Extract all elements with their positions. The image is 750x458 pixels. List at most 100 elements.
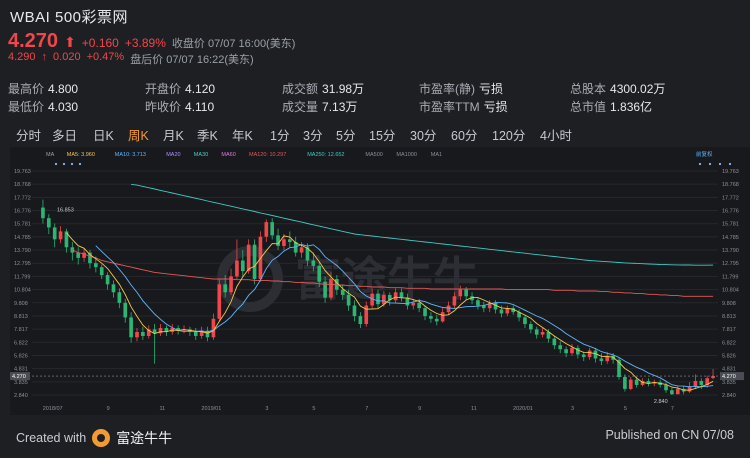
candle-body: [94, 263, 98, 268]
tab-120min[interactable]: 120分: [492, 129, 526, 143]
tab-30min[interactable]: 30分: [410, 129, 437, 143]
legend-item: MA1: [431, 152, 442, 158]
tab-weekly-k[interactable]: 周K: [128, 129, 149, 143]
candle-body: [158, 328, 163, 334]
ma250-line: [131, 183, 714, 266]
y-tick-left: 6.822: [14, 340, 28, 346]
candle-body: [505, 308, 510, 314]
event-marker: [698, 162, 702, 166]
y-tick-right: 7.817: [722, 327, 736, 333]
stat-amount: 成交额 31.98万: [282, 82, 365, 96]
candle-body: [446, 305, 451, 313]
legend-item: MA120: 10.297: [249, 152, 286, 158]
candle-body: [264, 222, 269, 237]
x-tick-label: 2020/01: [513, 406, 533, 412]
y-tick-left: 9.808: [14, 301, 28, 307]
kline-svg[interactable]: 19.763 19.763 18.768 18.768 17.772 17.772 16.7…: [10, 147, 750, 415]
stat-open: 开盘价 4.120: [145, 82, 216, 96]
candle-body: [46, 218, 51, 228]
y-tick-left: 16.776: [14, 209, 31, 215]
tab-5min[interactable]: 5分: [336, 129, 356, 143]
current-price-label-right: 4.270: [722, 374, 736, 380]
y-tick-left: 4.831: [14, 367, 28, 373]
candle-body: [105, 275, 110, 285]
y-tick-left: 14.785: [14, 235, 31, 241]
candle-body: [352, 305, 357, 317]
event-marker: [54, 162, 58, 166]
event-marker: [62, 162, 66, 166]
y-tick-right: 15.781: [722, 222, 739, 228]
candle-body: [229, 276, 233, 293]
candle-body: [699, 380, 704, 385]
y-tick-right: 9.808: [722, 301, 736, 307]
tab-monthly-k[interactable]: 月K: [163, 129, 184, 143]
candle-body: [417, 302, 421, 309]
y-tick-right: 17.772: [722, 195, 739, 201]
candle-body: [687, 386, 692, 392]
y-tick-left: 13.790: [14, 248, 31, 254]
legend-item: MA: [46, 152, 55, 158]
candle-body: [411, 302, 416, 306]
candle-body: [252, 244, 257, 280]
tab-1min[interactable]: 1分: [270, 129, 290, 143]
candle-body: [246, 244, 251, 272]
candle-body: [282, 239, 286, 246]
legend-item: MA20: [166, 152, 180, 158]
tab-quarterly-k[interactable]: 季K: [197, 129, 218, 143]
price-row: 4.270 ⬆ +0.160 +3.89% 收盘价 07/07 16:00(美东…: [8, 30, 295, 53]
tab-yearly-k[interactable]: 年K: [232, 129, 253, 143]
low-annotation: 2.840: [654, 399, 668, 405]
y-tick-right: 2.840: [722, 393, 736, 399]
tab-60min[interactable]: 60分: [451, 129, 478, 143]
candle-body: [399, 292, 404, 298]
candle-body: [146, 329, 151, 336]
candle-body: [276, 235, 280, 246]
candle-body: [540, 331, 545, 335]
last-price: 4.270: [8, 30, 59, 52]
candle-body: [511, 308, 516, 313]
candle-body: [611, 355, 615, 360]
y-tick-right: 13.790: [722, 248, 739, 254]
tab-3min[interactable]: 3分: [303, 129, 323, 143]
candle-body: [305, 247, 310, 261]
y-tick-left: 3.835: [14, 380, 28, 386]
candle-body: [605, 355, 610, 362]
after-up-arrow-icon: ↑: [41, 51, 48, 63]
tab-4hour[interactable]: 4小时: [540, 129, 572, 143]
y-tick-left: 17.772: [14, 195, 31, 201]
candle-body: [593, 350, 598, 359]
candle-body: [58, 231, 63, 240]
candle-body: [499, 309, 504, 314]
y-tick-left: 12.795: [14, 261, 31, 267]
footer-created: Created with 富途牛牛: [16, 428, 172, 448]
candle-body: [423, 308, 427, 317]
candle-body: [88, 252, 92, 264]
candle-body: [270, 222, 275, 236]
candle-body: [711, 376, 715, 379]
candle-body: [476, 300, 480, 306]
tab-intraday[interactable]: 分时: [16, 129, 42, 143]
event-marker: [70, 162, 74, 166]
candle-body: [382, 294, 386, 305]
candle-body: [529, 324, 533, 330]
tab-15min[interactable]: 15分: [369, 129, 396, 143]
x-tick-label: 9: [418, 406, 421, 412]
brand-name: 富途牛牛: [116, 430, 173, 446]
candle-body: [311, 260, 316, 266]
after-hours-row: 4.290 ↑ 0.020 +0.47% 盘后价 07/07 16:22(美东): [8, 51, 254, 67]
candle-body: [623, 376, 627, 389]
legend-item: MA60: [221, 152, 235, 158]
candle-body: [570, 347, 574, 354]
candle-body: [240, 260, 245, 272]
kline-chart[interactable]: 19.763 19.763 18.768 18.768 17.772 17.772 16.7…: [10, 147, 750, 415]
tab-daily-k[interactable]: 日K: [93, 129, 114, 143]
tab-multi-day[interactable]: 多日: [52, 129, 78, 143]
legend-item: MA5: 3.960: [67, 152, 95, 158]
futu-logo-icon: [92, 429, 111, 447]
y-tick-right: 4.831: [722, 367, 736, 373]
x-tick-label: 11: [160, 406, 166, 412]
y-tick-left: 11.799: [14, 274, 30, 280]
x-tick-label: 7: [365, 406, 368, 412]
y-tick-left: 10.804: [14, 288, 31, 294]
candle-body: [705, 378, 710, 385]
